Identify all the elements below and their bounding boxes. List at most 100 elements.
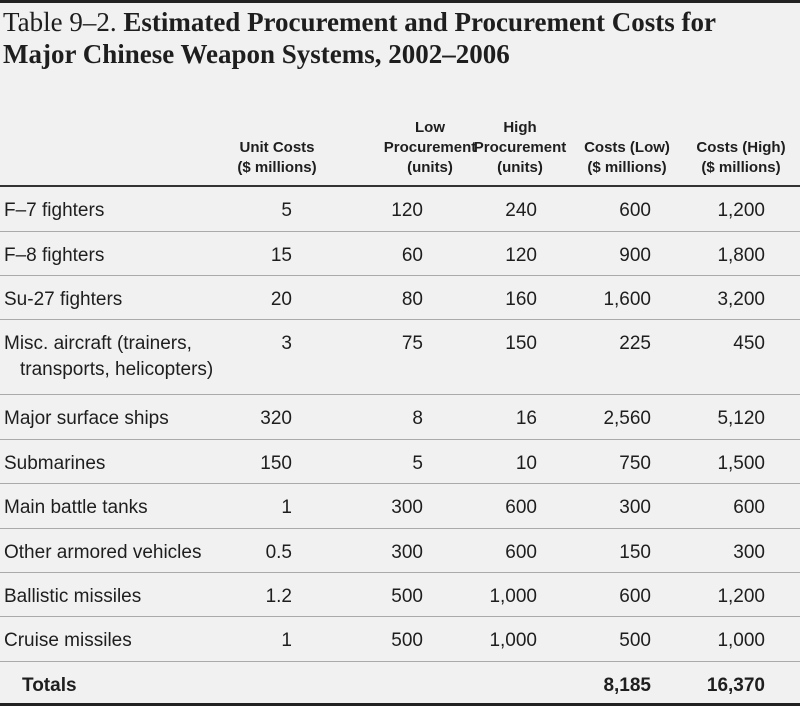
row-label: F–7 fighters [4, 198, 224, 224]
table-title: Table 9–2. Estimated Procurement and Pro… [3, 6, 793, 70]
row-label: Other armored vehicles [4, 540, 224, 566]
unit-cost-cell: 150 [260, 453, 292, 474]
cost-high-cell: 1,500 [717, 453, 765, 474]
row-label: Submarines [4, 451, 224, 477]
row-label-line: F–7 fighters [4, 200, 105, 221]
row-label-line: transports, helicopters) [20, 359, 214, 380]
unit-cost-cell: 1.2 [265, 586, 292, 607]
high-procurement-cell: 1,000 [489, 630, 537, 651]
low-procurement-cell: 80 [401, 289, 423, 310]
high-procurement-cell: 10 [515, 453, 537, 474]
row-label-line: Ballistic missiles [4, 586, 142, 607]
table-row: Su-27 fighters 20 80 160 1,600 3,200 [0, 276, 800, 320]
high-procurement-cell: 150 [505, 333, 537, 354]
header-costs-low: Costs (Low) ($ millions) [572, 138, 682, 178]
row-label: Misc. aircraft (trainers, transports, hel… [4, 331, 224, 383]
high-procurement-cell: 600 [505, 497, 537, 518]
header-line: ($ millions) [701, 159, 781, 176]
row-label-line: Major surface ships [4, 408, 169, 429]
row-label-line: Submarines [4, 453, 106, 474]
header-costs-high: Costs (High) ($ millions) [686, 138, 796, 178]
low-procurement-cell: 5 [412, 453, 423, 474]
table-row: Submarines 150 5 10 750 1,500 [0, 440, 800, 484]
header-line: High [503, 119, 537, 136]
header-line: Procurement [473, 139, 567, 156]
table-row: Ballistic missiles 1.2 500 1,000 600 1,200 [0, 573, 800, 617]
table-row: Major surface ships 320 8 16 2,560 5,120 [0, 395, 800, 440]
high-procurement-cell: 16 [515, 408, 537, 429]
table-row: Misc. aircraft (trainers, transports, hel… [0, 320, 800, 395]
top-rule [0, 0, 800, 3]
high-procurement-cell: 120 [505, 245, 537, 266]
cost-low-cell: 1,600 [603, 289, 651, 310]
row-label: Ballistic missiles [4, 584, 224, 610]
row-label: Cruise missiles [4, 628, 224, 654]
header-line: (units) [407, 159, 453, 176]
totals-label: Totals [22, 675, 77, 696]
header-line: Costs (Low) [584, 139, 670, 156]
bottom-rule [0, 703, 800, 706]
table-caption: Estimated Procurement and Procurement Co… [3, 7, 716, 69]
cost-high-cell: 300 [733, 542, 765, 563]
row-label-line: Su-27 fighters [4, 289, 123, 310]
header-unit-costs: Unit Costs ($ millions) [222, 138, 332, 178]
cost-high-cell: 450 [733, 333, 765, 354]
table-row: Cruise missiles 1 500 1,000 500 1,000 [0, 617, 800, 662]
row-label: F–8 fighters [4, 243, 224, 269]
cost-high-cell: 1,200 [717, 586, 765, 607]
cost-high-cell: 3,200 [717, 289, 765, 310]
unit-cost-cell: 5 [281, 200, 292, 221]
cost-low-cell: 500 [619, 630, 651, 651]
cost-low-cell: 750 [619, 453, 651, 474]
table-row: F–7 fighters 5 120 240 600 1,200 [0, 187, 800, 232]
table-number: Table 9–2. [3, 7, 117, 37]
row-label-line: Other armored vehicles [4, 542, 202, 563]
header-line: Low [415, 119, 445, 136]
low-procurement-cell: 300 [391, 542, 423, 563]
cost-low-cell: 300 [619, 497, 651, 518]
unit-cost-cell: 1 [281, 497, 292, 518]
low-procurement-cell: 300 [391, 497, 423, 518]
row-label-line: Cruise missiles [4, 630, 132, 651]
high-procurement-cell: 160 [505, 289, 537, 310]
header-line: Procurement [383, 139, 477, 156]
header-line: (units) [497, 159, 543, 176]
row-label-line: Main battle tanks [4, 497, 148, 518]
cost-low-cell: 600 [619, 586, 651, 607]
low-procurement-cell: 120 [391, 200, 423, 221]
cost-low-cell: 600 [619, 200, 651, 221]
low-procurement-cell: 75 [401, 333, 423, 354]
row-label-line: F–8 fighters [4, 245, 105, 266]
row-label-line: Misc. aircraft (trainers, [4, 333, 192, 354]
cost-high-cell: 1,800 [717, 245, 765, 266]
unit-cost-cell: 20 [270, 289, 292, 310]
header-low-procurement: Low Procurement (units) [370, 118, 490, 178]
low-procurement-cell: 60 [401, 245, 423, 266]
totals-cost-low: 8,185 [603, 675, 651, 696]
cost-high-cell: 1,000 [717, 630, 765, 651]
table-row: Main battle tanks 1 300 600 300 600 [0, 484, 800, 529]
row-label: Su-27 fighters [4, 287, 224, 313]
low-procurement-cell: 500 [391, 630, 423, 651]
cost-low-cell: 900 [619, 245, 651, 266]
cost-low-cell: 225 [619, 333, 651, 354]
unit-cost-cell: 320 [260, 408, 292, 429]
high-procurement-cell: 1,000 [489, 586, 537, 607]
header-line: ($ millions) [587, 159, 667, 176]
header-line: Costs (High) [696, 139, 786, 156]
header-line: Unit Costs [239, 139, 315, 156]
cost-high-cell: 1,200 [717, 200, 765, 221]
cost-high-cell: 5,120 [717, 408, 765, 429]
totals-row: Totals 8,185 16,370 [0, 662, 800, 703]
table-row: Other armored vehicles 0.5 300 600 150 300 [0, 529, 800, 573]
cost-low-cell: 150 [619, 542, 651, 563]
unit-cost-cell: 0.5 [265, 542, 292, 563]
header-rule [0, 185, 800, 187]
unit-cost-cell: 15 [270, 245, 292, 266]
high-procurement-cell: 600 [505, 542, 537, 563]
cost-high-cell: 600 [733, 497, 765, 518]
low-procurement-cell: 8 [412, 408, 423, 429]
row-label: Main battle tanks [4, 495, 224, 521]
cost-low-cell: 2,560 [603, 408, 651, 429]
totals-cost-high: 16,370 [706, 675, 765, 696]
